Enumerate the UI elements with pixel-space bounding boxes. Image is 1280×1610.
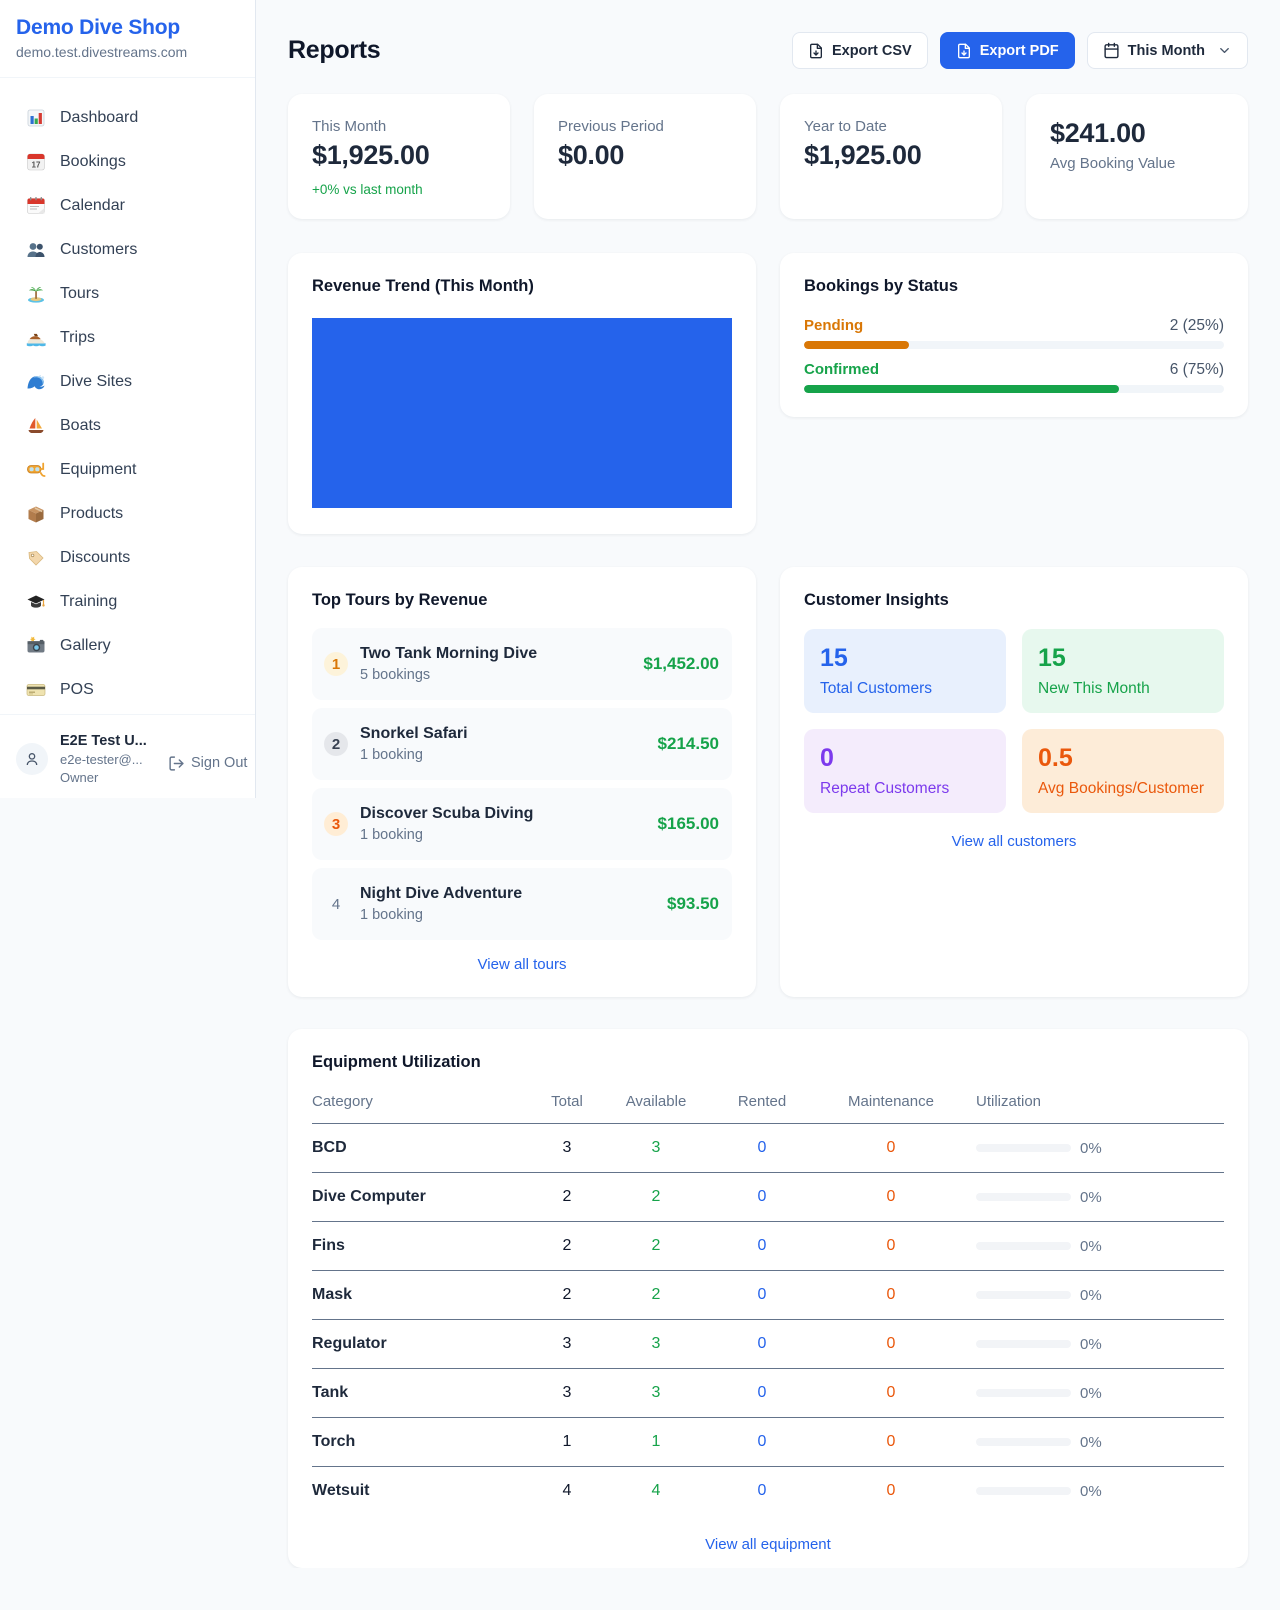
svg-text:17: 17	[32, 161, 41, 170]
